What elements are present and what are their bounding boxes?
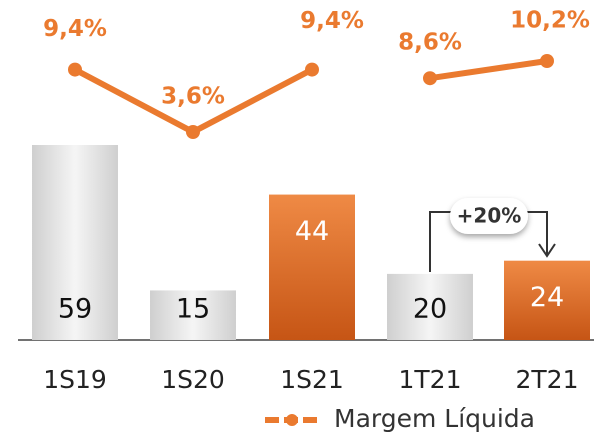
bar (150, 290, 236, 340)
legend-label: Margem Líquida (334, 404, 535, 433)
arrow-head (538, 243, 556, 258)
growth-annotation: +20% (429, 198, 556, 272)
bar-value-label: 24 (530, 282, 564, 313)
annotation-text: +20% (457, 204, 522, 228)
bar (269, 194, 355, 340)
bar-value-label: 20 (413, 294, 447, 325)
margin-marker (540, 54, 554, 68)
margin-label: 8,6% (398, 30, 462, 56)
margin-label: 9,4% (300, 8, 364, 34)
bar (504, 260, 590, 340)
bar (32, 145, 118, 340)
legend-marker (286, 414, 298, 426)
x-tick-label: 1S21 (280, 365, 344, 394)
x-tick-label: 2T21 (516, 365, 579, 394)
x-tick-label: 1S20 (161, 365, 225, 394)
margin-marker (186, 125, 200, 139)
margin-line (429, 58, 548, 82)
x-tick-label: 1S19 (43, 365, 107, 394)
bar (387, 273, 473, 340)
margin-marker (68, 62, 82, 77)
margin-marker (305, 62, 319, 77)
bar-value-label: 44 (295, 216, 329, 247)
bar-value-label: 15 (176, 294, 210, 325)
margin-marker (423, 71, 437, 86)
annotation-pill (450, 198, 528, 234)
margin-label: 10,2% (510, 8, 590, 34)
legend: Margem Líquida (265, 404, 535, 433)
bar-value-label: 59 (58, 294, 92, 325)
margin-label: 9,4% (43, 16, 107, 42)
margin-label: 3,6% (161, 84, 225, 110)
x-tick-label: 1T21 (399, 365, 462, 394)
